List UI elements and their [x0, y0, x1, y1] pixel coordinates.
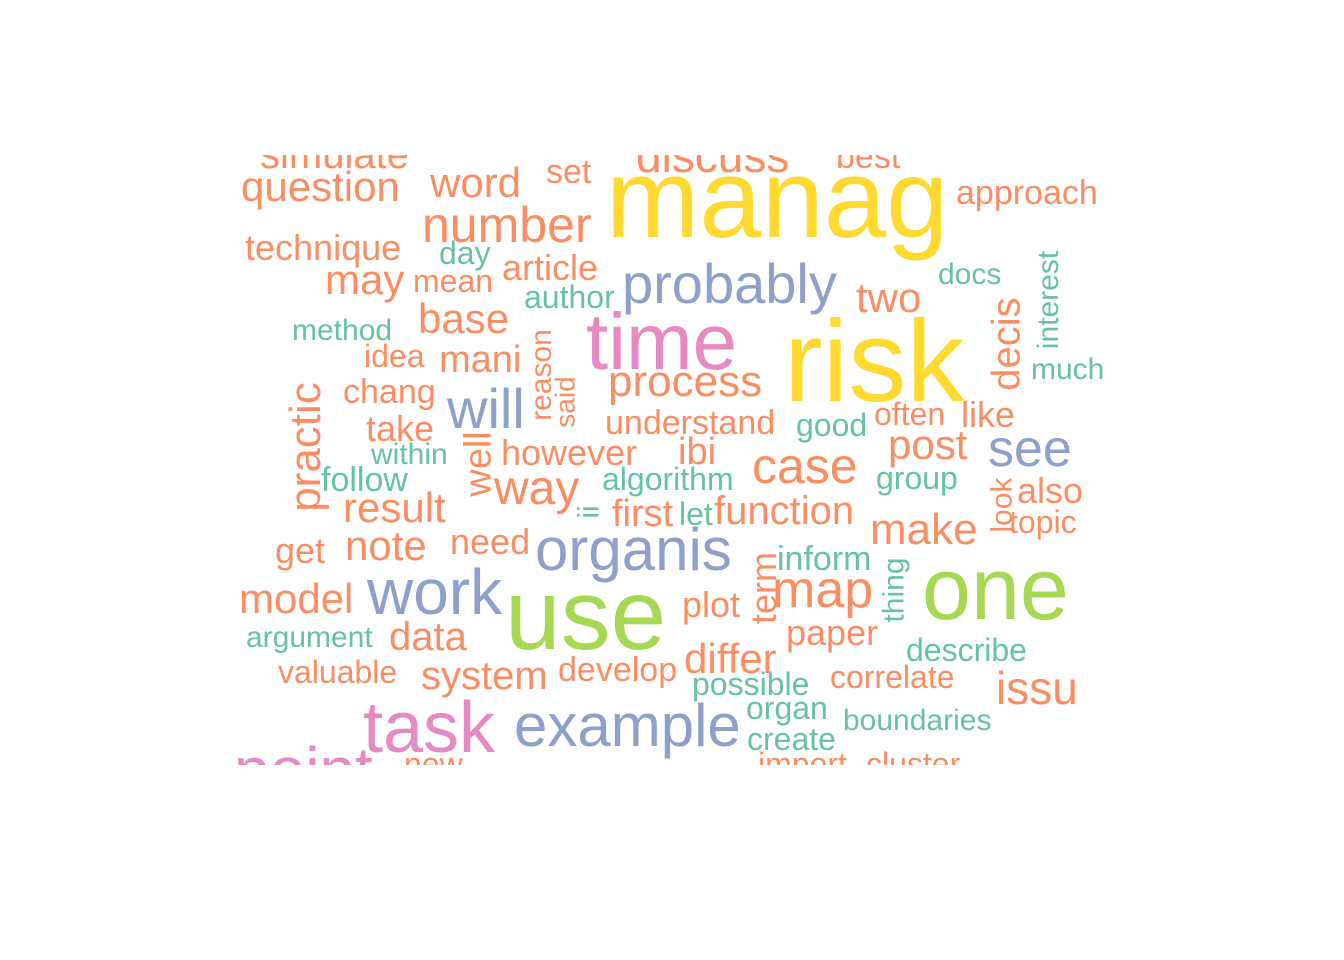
word-new: new — [404, 746, 463, 765]
word-create: create — [747, 721, 836, 757]
word-import: import — [758, 746, 847, 765]
word-good: good — [796, 407, 868, 443]
word-technique: technique — [245, 227, 402, 268]
word-see: see — [988, 420, 1072, 478]
word-well: well — [457, 431, 500, 497]
word-risk: risk — [784, 296, 965, 426]
word-correlate: correlate — [830, 659, 955, 695]
word-manag: manag — [606, 155, 949, 261]
word-also: also — [1017, 470, 1084, 511]
word-use: use — [505, 559, 667, 671]
word-model: model — [239, 575, 354, 622]
word-word: word — [430, 159, 522, 206]
word-number: number — [422, 197, 592, 253]
word-get: get — [275, 530, 326, 571]
word-best: best — [836, 155, 901, 176]
word-method: method — [292, 314, 393, 347]
word-cloud-area: simulate discuss best question word set manag a… — [230, 155, 1130, 765]
word-however: however — [501, 432, 638, 473]
word-cluster: cluster — [866, 746, 961, 765]
word-case: case — [752, 438, 858, 494]
word-work: work — [367, 556, 503, 628]
word-describe: describe — [906, 632, 1027, 668]
word-task: task — [363, 688, 496, 765]
word-probably: probably — [622, 252, 837, 315]
word-within: within — [371, 438, 448, 471]
word-much: much — [1031, 353, 1105, 386]
word-article: article — [502, 247, 599, 288]
word-issu: issu — [996, 662, 1078, 714]
word-set: set — [546, 155, 592, 191]
word-two: two — [856, 274, 922, 321]
word-organis: organis — [535, 516, 732, 583]
word-function: function — [714, 489, 855, 533]
word-discuss: discuss — [636, 155, 790, 182]
word-day: day — [439, 235, 491, 271]
word-inform: inform — [777, 540, 872, 578]
word-algorithm: algorithm — [602, 461, 734, 497]
word-plot: plot — [682, 584, 741, 625]
word-may: may — [325, 256, 405, 303]
word-result: result — [343, 484, 446, 531]
word-organ: organ — [746, 690, 828, 726]
word-approach: approach — [956, 174, 1098, 212]
word-example: example — [514, 692, 741, 759]
word-point: point — [234, 738, 373, 765]
word-time: time — [586, 297, 738, 386]
word-interest: interest — [1032, 250, 1066, 350]
word-thing: thing — [877, 557, 911, 623]
word-ibi: ibi — [678, 431, 717, 473]
word-argument: argument — [246, 621, 373, 654]
word-possible: possible — [692, 666, 810, 702]
word-let: let — [679, 496, 713, 532]
word-group: group — [876, 460, 958, 496]
word-simulate: simulate — [260, 155, 409, 177]
word-differ: differ — [684, 635, 777, 682]
word-one: one — [922, 539, 1069, 638]
word-often: often — [874, 396, 946, 432]
word-docs: docs — [938, 258, 1002, 291]
word-map: map — [772, 561, 874, 619]
word-mani: mani — [439, 339, 522, 381]
word-take: take — [366, 408, 435, 449]
word-post: post — [888, 421, 968, 468]
word-system: system — [421, 654, 548, 698]
word-will: will — [447, 377, 525, 440]
word-topic: topic — [1009, 504, 1077, 540]
word-valuable: valuable — [278, 654, 398, 690]
word-question: question — [241, 163, 400, 210]
word-develop: develop — [558, 651, 678, 689]
word-author: author — [524, 279, 615, 315]
word-said: said — [549, 376, 581, 428]
word-follow: follow — [321, 461, 408, 499]
word-way: way — [494, 462, 580, 515]
word-idea: idea — [364, 338, 425, 374]
word-chang: chang — [343, 373, 436, 411]
word-process: process — [608, 357, 763, 406]
word-data: data — [389, 615, 467, 659]
word-understand: understand — [605, 404, 776, 442]
word-need: need — [450, 521, 531, 562]
word-decis: decis — [984, 297, 1029, 391]
word-first: first — [612, 493, 674, 535]
word-boundaries: boundaries — [843, 704, 992, 737]
word-make: make — [870, 505, 978, 554]
word-mean: mean — [413, 263, 494, 299]
word-note: note — [345, 522, 427, 569]
word-paper: paper — [786, 612, 879, 653]
word-base: base — [418, 295, 510, 342]
word-like: like — [961, 394, 1016, 435]
